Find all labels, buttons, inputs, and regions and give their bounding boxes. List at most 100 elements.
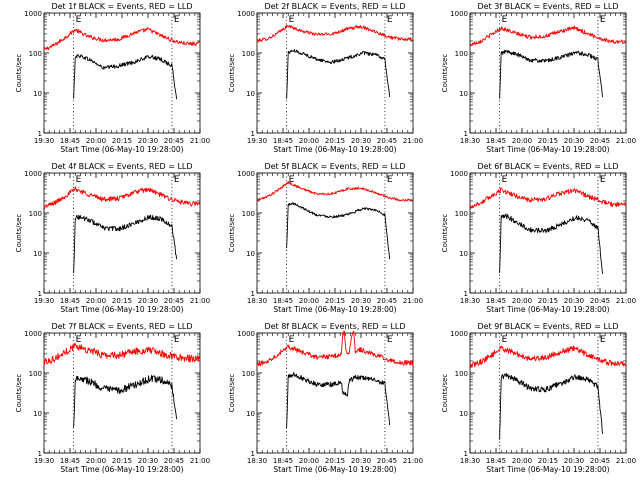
event-marker-label: E <box>76 15 82 25</box>
panel-title: Det 5f BLACK = Events, RED = LLD <box>264 162 405 171</box>
y-tick-label: 1000 <box>237 10 255 18</box>
x-tick-label: 20:45 <box>590 297 610 305</box>
x-tick-label: 20:00 <box>86 297 106 305</box>
events-rate-line <box>499 49 604 99</box>
events-rate-line <box>499 213 604 274</box>
detector-panel: Det 6f BLACK = Events, RED = LLD 1 10 100 10… <box>441 162 636 314</box>
y-tick-label: 10 <box>33 90 42 98</box>
x-tick-label: 20:30 <box>564 137 584 145</box>
y-tick-label: 100 <box>29 370 42 378</box>
y-tick-label: 100 <box>455 50 468 58</box>
x-axis-label: Start Time (06-May-10 19:28:00) <box>486 465 609 474</box>
y-tick-label: 1 <box>38 290 42 298</box>
y-tick-label: 10 <box>459 90 468 98</box>
x-tick-label: 20:45 <box>164 137 184 145</box>
y-tick-label: 1 <box>464 290 468 298</box>
detector-panel: Det 4f BLACK = Events, RED = LLD 1 10 100 10… <box>15 162 210 314</box>
y-tick-label: 1000 <box>450 330 468 338</box>
x-tick-label: 20:15 <box>538 137 558 145</box>
event-marker-label: E <box>174 175 180 185</box>
x-axis-label: Start Time (06-May-10 19:28:00) <box>486 145 609 154</box>
event-marker-label: E <box>387 335 393 345</box>
x-tick-label: 20:30 <box>351 457 371 465</box>
plot-frame <box>469 332 627 454</box>
event-marker-label: E <box>502 335 508 345</box>
x-tick-label: 21:00 <box>616 457 636 465</box>
x-tick-label: 21:00 <box>190 297 210 305</box>
events-rate-line <box>73 214 178 274</box>
panel-title: Det 1f BLACK = Events, RED = LLD <box>51 2 192 11</box>
panel-title: Det 4f BLACK = Events, RED = LLD <box>51 162 192 171</box>
x-tick-label: 18:45 <box>486 297 506 305</box>
x-tick-label: 21:00 <box>616 137 636 145</box>
y-axis-label: Counts/sec <box>228 54 236 93</box>
x-tick-label: 20:00 <box>299 297 319 305</box>
x-tick-label: 20:45 <box>590 137 610 145</box>
x-tick-label: 20:15 <box>112 137 132 145</box>
lld-rate-line <box>469 187 627 209</box>
x-tick-label: 18:45 <box>486 137 506 145</box>
y-tick-label: 1 <box>464 130 468 138</box>
x-tick-label: 21:00 <box>190 457 210 465</box>
x-axis-label: Start Time (06-May-10 19:28:00) <box>273 465 396 474</box>
x-tick-label: 20:45 <box>377 457 397 465</box>
lld-rate-line <box>256 24 414 43</box>
events-rate-line <box>73 54 178 100</box>
x-tick-label: 21:00 <box>403 457 423 465</box>
x-tick-label: 20:00 <box>86 457 106 465</box>
y-tick-label: 100 <box>242 210 255 218</box>
x-tick-label: 20:15 <box>538 457 558 465</box>
x-tick-label: 18:45 <box>60 297 80 305</box>
y-tick-label: 1000 <box>450 10 468 18</box>
detector-panel: Det 2f BLACK = Events, RED = LLD 1 10 100 10… <box>228 2 423 154</box>
x-tick-label: 20:00 <box>299 457 319 465</box>
y-tick-label: 1000 <box>24 170 42 178</box>
y-axis-label: Counts/sec <box>15 214 23 253</box>
y-tick-label: 100 <box>455 210 468 218</box>
y-axis-label: Counts/sec <box>441 214 449 253</box>
y-tick-label: 100 <box>242 50 255 58</box>
x-axis-label: Start Time (06-May-10 19:28:00) <box>60 465 183 474</box>
x-tick-label: 19:30 <box>34 457 54 465</box>
plot-frame <box>43 332 201 454</box>
event-marker-label: E <box>600 15 606 25</box>
x-tick-label: 20:45 <box>164 297 184 305</box>
lld-rate-line <box>469 25 627 47</box>
x-tick-label: 18:30 <box>247 457 267 465</box>
event-marker-label: E <box>174 15 180 25</box>
x-axis-label: Start Time (06-May-10 19:28:00) <box>273 305 396 314</box>
y-tick-label: 1 <box>464 450 468 458</box>
event-marker-label: E <box>502 175 508 185</box>
detector-panel: Det 8f BLACK = Events, RED = LLD 1 10 100 10… <box>228 322 423 474</box>
x-tick-label: 18:45 <box>486 457 506 465</box>
x-tick-label: 20:00 <box>512 297 532 305</box>
x-tick-label: 20:15 <box>325 457 345 465</box>
y-tick-label: 1000 <box>24 330 42 338</box>
x-tick-label: 18:45 <box>273 137 293 145</box>
plot-frame <box>469 172 627 294</box>
lld-rate-line <box>43 186 201 210</box>
x-axis-label: Start Time (06-May-10 19:28:00) <box>60 305 183 314</box>
x-tick-label: 20:15 <box>538 297 558 305</box>
x-tick-label: 19:30 <box>247 137 267 145</box>
event-marker-label: E <box>502 15 508 25</box>
panel-title: Det 3f BLACK = Events, RED = LLD <box>477 2 618 11</box>
x-tick-label: 18:45 <box>60 137 80 145</box>
event-marker-label: E <box>76 335 82 345</box>
x-tick-label: 21:00 <box>403 137 423 145</box>
x-tick-label: 21:00 <box>616 297 636 305</box>
x-tick-label: 20:00 <box>512 457 532 465</box>
plot-frame <box>43 12 201 134</box>
y-tick-label: 100 <box>455 370 468 378</box>
panel-title: Det 9f BLACK = Events, RED = LLD <box>477 322 618 331</box>
y-tick-label: 1 <box>251 130 255 138</box>
y-tick-label: 1000 <box>237 330 255 338</box>
detector-panel: Det 9f BLACK = Events, RED = LLD 1 10 100 10… <box>441 322 636 474</box>
lld-rate-line <box>469 345 627 368</box>
x-axis-label: Start Time (06-May-10 19:28:00) <box>60 145 183 154</box>
plot-frame <box>43 172 201 294</box>
detector-panel: Det 7f BLACK = Events, RED = LLD 1 10 100 10… <box>15 322 210 474</box>
x-tick-label: 20:15 <box>325 297 345 305</box>
events-rate-line <box>73 374 178 428</box>
